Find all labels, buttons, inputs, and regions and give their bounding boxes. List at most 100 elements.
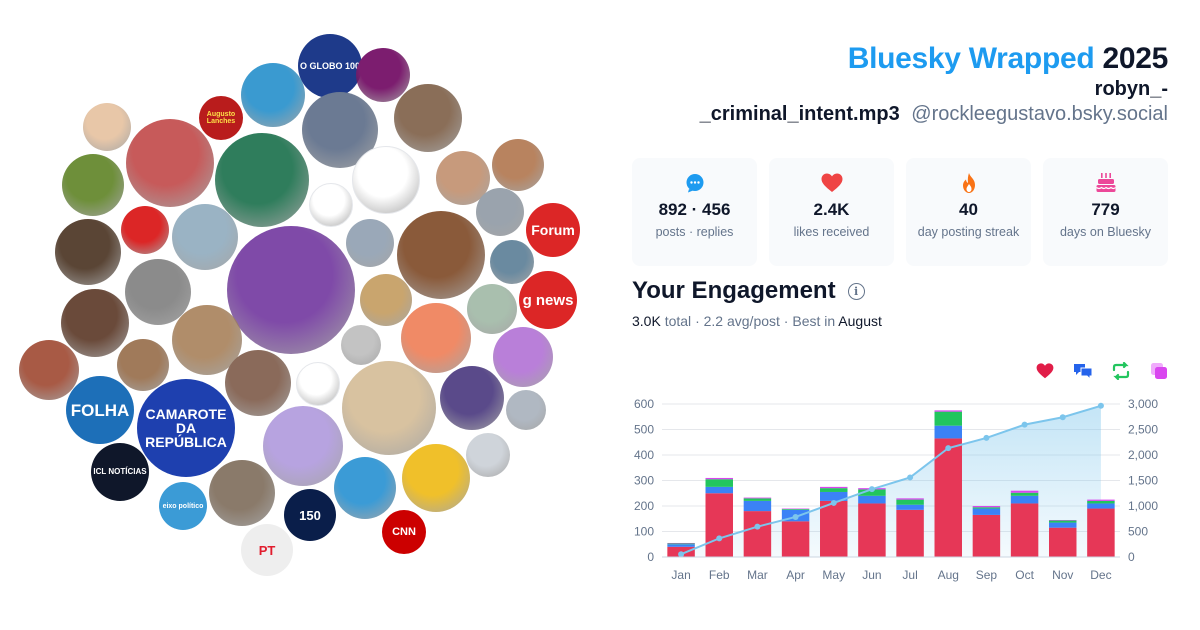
x-tick-label: Mar [747,568,768,582]
display-name-line1: robyn_- [1094,78,1168,100]
y-right-tick-label: 500 [1128,525,1148,539]
avatar[interactable] [341,325,381,365]
heart-icon[interactable] [1034,360,1056,382]
avatar[interactable] [296,362,340,406]
engagement-best-label: Best in [792,313,836,329]
stat-label-likes: likes received [793,225,870,239]
avatar-label: PT [258,542,276,558]
avatar-label: CAMAROTE DA REPÚBLICA [145,406,227,450]
bar-segment [667,544,695,547]
avatar-folha[interactable]: FOLHA [66,376,134,444]
stat-label-posts: posts · replies [655,225,734,239]
y-right-tick-label: 2,500 [1128,423,1158,437]
engagement-total-value: 3.0K [632,313,661,329]
avatar[interactable] [397,211,485,299]
bar-segment [1087,499,1115,501]
stat-card-days: 779 days on Bluesky [1043,158,1168,266]
avatar-g-news[interactable]: g news [519,271,577,329]
avatar[interactable] [401,303,471,373]
avatar-cnn[interactable]: CNN [382,510,426,554]
reply-icon[interactable] [1072,360,1094,382]
engagement-title-text: Your Engagement [632,277,836,304]
avatar[interactable] [394,84,462,152]
brand-name: Bluesky Wrapped [847,42,1095,75]
avatar[interactable] [440,366,504,430]
stat-value-posts: 892 · 456 [658,200,731,219]
avatar[interactable] [492,139,544,191]
avatar[interactable] [346,219,394,267]
avatar[interactable] [117,339,169,391]
stat-card-likes: 2.4K likes received [769,158,894,266]
avatar[interactable] [172,204,238,270]
bar-segment [743,498,772,501]
avatar-eixo-politico[interactable]: eixo político [159,482,207,530]
avatar[interactable] [55,219,121,285]
engagement-total-word: total [664,313,692,329]
avatar[interactable] [225,350,291,416]
avatar[interactable] [402,444,470,512]
bar-segment [820,488,848,492]
bar-segment [972,514,1001,557]
avatar[interactable] [121,206,169,254]
avatar[interactable] [209,460,275,526]
cumulative-point [678,551,685,558]
avatar[interactable] [466,433,510,477]
avatar[interactable] [490,240,534,284]
avatar[interactable] [61,289,129,357]
avatar[interactable] [467,284,517,334]
avatar[interactable] [309,183,353,227]
avatar[interactable] [62,154,124,216]
avatar-forum[interactable]: Forum [526,203,580,257]
avatar[interactable] [506,390,546,430]
avatar[interactable] [476,188,524,236]
avatar[interactable] [19,340,79,400]
avatar-pt[interactable]: PT [241,524,293,576]
bar-segment [896,499,924,505]
engagement-title: Your Engagement i [632,277,865,305]
avatar-o-globo[interactable]: O GLOBO 100 [298,34,362,98]
y-left-tick-label: 500 [634,423,654,437]
info-icon[interactable]: i [847,282,865,300]
bar-segment [1049,520,1077,521]
stat-card-posts: 892 · 456 posts · replies [632,158,757,266]
y-left-tick-label: 200 [634,499,654,513]
avatar[interactable] [241,63,305,127]
avatar[interactable] [227,226,355,354]
repost-icon[interactable] [1110,360,1132,382]
avatar-estadao-150[interactable]: 150 [284,489,336,541]
avatar[interactable] [83,103,131,151]
quote-icon[interactable] [1148,360,1170,382]
y-right-tick-label: 2,000 [1128,448,1158,462]
x-tick-label: Apr [786,568,805,582]
stat-value-days: 779 [1091,200,1120,219]
avatar[interactable] [334,457,396,519]
speech-bubble-icon [684,172,706,194]
bar-segment [896,504,924,510]
avatar[interactable] [360,274,412,326]
bar-segment [705,493,733,557]
avatar-label: 150 [299,507,321,523]
avatar[interactable] [263,406,343,486]
avatar[interactable] [215,133,309,227]
x-tick-label: Sep [976,568,998,582]
bar-segment [1049,527,1077,557]
cumulative-line [680,404,1102,556]
avatar-augusto-lanches[interactable]: Augusto Lanches [199,96,243,140]
bar-segment [1087,503,1115,509]
avatar[interactable] [352,146,420,214]
chart-legend [1034,360,1170,382]
bar-segment [705,479,733,487]
avatar[interactable] [126,119,214,207]
bar-segment [781,509,810,510]
bar-segment [1010,503,1039,557]
y-left-tick-label: 400 [634,448,654,462]
engagement-summary: 3.0K total · 2.2 avg/post · Best in Augu… [632,313,882,329]
avatar-camarote[interactable]: CAMAROTE DA REPÚBLICA [137,379,235,477]
avatar-icl-noticias[interactable]: ICL NOTÍCIAS [91,443,149,501]
avatar[interactable] [356,48,410,102]
y-right-tick-label: 1,000 [1128,499,1158,513]
avatar[interactable] [342,361,436,455]
bar-segment [667,543,695,545]
avatar[interactable] [493,327,553,387]
avatar[interactable] [125,259,191,325]
